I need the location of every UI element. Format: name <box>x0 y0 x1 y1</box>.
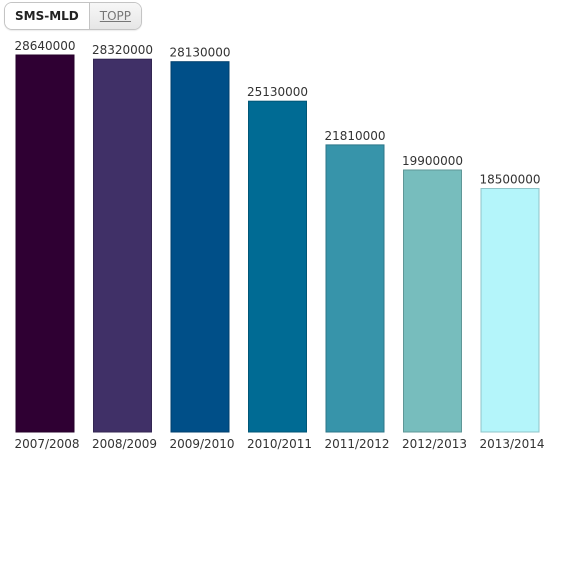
bar-2009-2010[interactable] <box>170 61 230 433</box>
value-labels-group: 28640000 28320000 28130000 25130000 21810000… <box>14 39 540 187</box>
category-label-2007-2008: 2007/2008 <box>14 437 79 451</box>
category-label-2008-2009: 2008/2009 <box>92 437 157 451</box>
value-label-2009-2010: 28130000 <box>169 46 230 60</box>
bar-2012-2013[interactable] <box>403 169 462 433</box>
category-label-2009-2010: 2009/2010 <box>169 437 234 451</box>
value-label-2010-2011: 25130000 <box>247 85 308 99</box>
value-label-2011-2012: 21810000 <box>324 129 385 143</box>
value-label-2008-2009: 28320000 <box>92 43 153 57</box>
category-label-2011-2012: 2011/2012 <box>324 437 389 451</box>
bar-2010-2011[interactable] <box>248 100 307 433</box>
tab-topp[interactable]: TOPP <box>89 3 142 29</box>
tab-bar: SMS-MLD TOPP <box>4 2 143 30</box>
bar-2011-2012[interactable] <box>325 144 385 433</box>
bar-2007-2008[interactable] <box>15 54 75 433</box>
category-labels-group: 2007/2008 2008/2009 2009/2010 2010/2011 2011… <box>14 437 544 451</box>
value-label-2007-2008: 28640000 <box>14 39 75 53</box>
category-label-2012-2013: 2012/2013 <box>402 437 467 451</box>
bars-group <box>15 54 540 433</box>
value-label-2012-2013: 19900000 <box>402 154 463 168</box>
tab-sms-mld[interactable]: SMS-MLD <box>5 3 90 29</box>
value-label-2013-2014: 18500000 <box>479 173 540 187</box>
bar-2008-2009[interactable] <box>93 58 152 433</box>
category-label-2010-2011: 2010/2011 <box>247 437 312 451</box>
category-label-2013-2014: 2013/2014 <box>479 437 544 451</box>
bar-2013-2014[interactable] <box>480 188 540 433</box>
